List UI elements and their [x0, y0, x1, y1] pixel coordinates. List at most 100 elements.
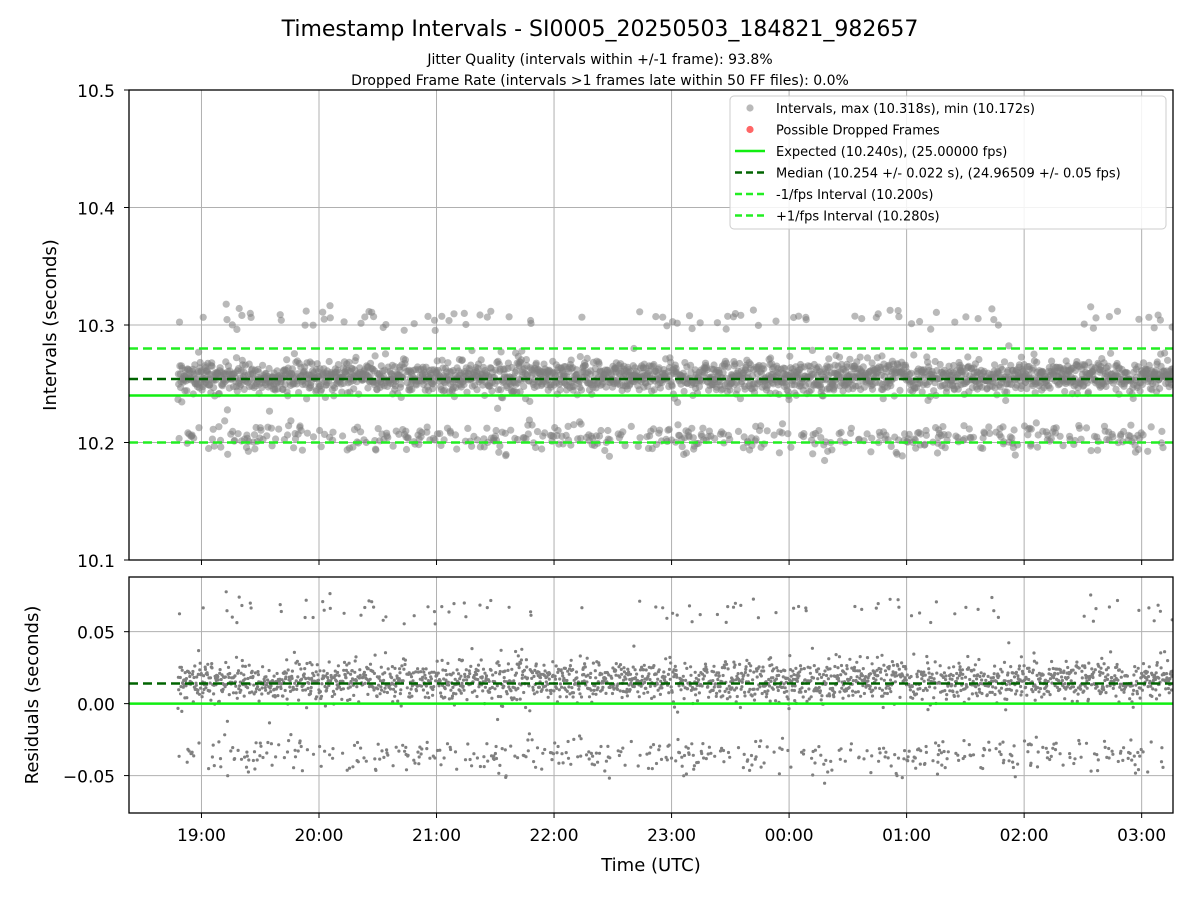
residual-point [196, 672, 200, 677]
residual-point [491, 673, 495, 677]
residual-point [424, 684, 428, 688]
residual-point [181, 685, 185, 689]
residual-point [401, 679, 405, 683]
residual-point [238, 684, 242, 688]
residual-point [255, 758, 259, 762]
residual-point [279, 609, 283, 614]
residual-point [948, 689, 952, 693]
residual-point [721, 748, 726, 753]
interval-point [569, 383, 578, 391]
residual-point [925, 688, 929, 692]
interval-point [326, 302, 334, 310]
interval-point [722, 325, 730, 333]
residual-point [446, 661, 450, 666]
residual-point [852, 665, 857, 670]
residual-point [246, 676, 250, 681]
residual-point [1035, 673, 1039, 678]
residual-point [731, 678, 735, 683]
residual-point [312, 674, 316, 678]
residual-point [414, 670, 418, 674]
residual-point [843, 759, 847, 763]
residual-point [1032, 651, 1036, 655]
interval-point [556, 386, 564, 394]
residual-point [647, 672, 651, 676]
residual-point [722, 760, 726, 764]
residual-point [963, 754, 967, 759]
residual-point [351, 765, 355, 769]
residual-point [901, 674, 905, 678]
residual-point [965, 685, 969, 689]
residual-point [514, 649, 518, 654]
residual-point [548, 672, 552, 676]
residual-point [555, 686, 559, 691]
residual-point [793, 684, 797, 688]
interval-point [325, 357, 333, 366]
residual-point [759, 739, 763, 743]
residual-point [927, 671, 931, 675]
residual-point [219, 765, 223, 769]
residual-point [253, 767, 257, 771]
residual-point [882, 678, 886, 682]
residual-point [224, 590, 228, 594]
interval-point [301, 321, 309, 329]
residual-point [451, 671, 455, 675]
residual-point [475, 756, 479, 760]
residual-point [318, 744, 322, 749]
interval-point [941, 444, 949, 452]
interval-point [1109, 433, 1117, 441]
interval-point [1087, 303, 1095, 311]
residual-point [435, 659, 439, 663]
residual-point [847, 694, 851, 698]
residual-point [322, 608, 326, 612]
residual-point [489, 598, 493, 603]
residual-point [382, 690, 386, 694]
residual-point [579, 695, 584, 699]
residual-point [790, 688, 794, 692]
residual-point [198, 668, 202, 672]
residual-point [481, 689, 485, 693]
interval-point [974, 315, 982, 323]
residual-point [1036, 686, 1040, 690]
residual-point [376, 687, 380, 691]
residual-point [269, 742, 273, 746]
residual-point [563, 666, 568, 671]
residual-point [534, 662, 538, 666]
residual-point [750, 763, 754, 767]
residual-point [836, 674, 840, 678]
interval-point [320, 315, 328, 323]
interval-point [859, 363, 867, 371]
residual-point [344, 676, 348, 680]
residual-point [799, 690, 803, 694]
residual-point [810, 756, 814, 760]
interval-point [950, 361, 958, 370]
residual-point [914, 766, 918, 770]
residual-point [543, 747, 547, 752]
residual-point [962, 739, 966, 743]
residual-point [741, 677, 745, 681]
interval-point [374, 425, 382, 433]
residual-point [596, 686, 600, 690]
residual-point [715, 612, 720, 617]
residual-point [1036, 750, 1040, 754]
residual-point [588, 675, 592, 680]
residual-point [833, 664, 837, 669]
residual-point [837, 655, 842, 659]
interval-point [986, 429, 994, 437]
residual-point [793, 699, 797, 703]
residual-point [496, 660, 500, 664]
residual-point [194, 683, 198, 687]
residual-point [827, 657, 831, 661]
residual-point [646, 766, 651, 771]
residual-point [674, 668, 678, 673]
residual-point [805, 699, 809, 704]
residual-point [738, 705, 743, 710]
residual-point [885, 691, 890, 696]
interval-point [357, 428, 365, 436]
residual-point [368, 662, 373, 666]
interval-point [828, 446, 836, 454]
residual-point [591, 754, 595, 758]
residual-point [918, 762, 922, 766]
interval-point [483, 313, 491, 321]
residual-point [362, 756, 366, 760]
interval-point [464, 424, 472, 432]
